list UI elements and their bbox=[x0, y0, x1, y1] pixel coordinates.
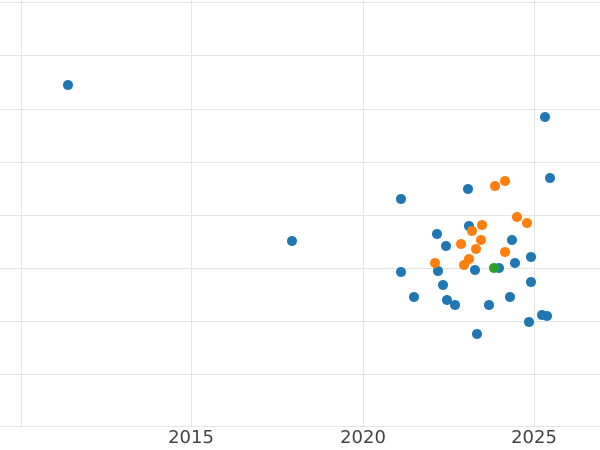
scatter-point-blue-series bbox=[287, 236, 297, 246]
scatter-point-orange-series bbox=[467, 226, 477, 236]
scatter-point-blue-series bbox=[438, 280, 448, 290]
horizontal-gridline bbox=[0, 321, 600, 322]
scatter-point-green-series bbox=[489, 263, 499, 273]
scatter-point-blue-series bbox=[450, 300, 460, 310]
x-tick-label-2020: 2020 bbox=[340, 427, 386, 448]
scatter-point-blue-series bbox=[526, 277, 536, 287]
scatter-point-blue-series bbox=[542, 311, 552, 321]
x-tick-label-2025: 2025 bbox=[511, 427, 557, 448]
scatter-point-orange-series bbox=[490, 181, 500, 191]
scatter-point-blue-series bbox=[537, 310, 547, 320]
scatter-point-orange-series bbox=[522, 218, 532, 228]
scatter-point-orange-series bbox=[456, 239, 466, 249]
scatter-point-blue-series bbox=[432, 229, 442, 239]
scatter-point-orange-series bbox=[464, 254, 474, 264]
scatter-point-blue-series bbox=[540, 112, 550, 122]
x-tick-label-2015: 2015 bbox=[168, 427, 214, 448]
horizontal-gridline bbox=[0, 215, 600, 216]
scatter-point-orange-series bbox=[459, 260, 469, 270]
scatter-point-orange-series bbox=[500, 176, 510, 186]
scatter-point-blue-series bbox=[463, 184, 473, 194]
scatter-point-orange-series bbox=[477, 220, 487, 230]
vertical-gridline bbox=[191, 0, 192, 426]
scatter-point-blue-series bbox=[396, 194, 406, 204]
scatter-point-blue-series bbox=[484, 300, 494, 310]
scatter-point-blue-series bbox=[505, 292, 515, 302]
scatter-point-blue-series bbox=[441, 241, 451, 251]
scatter-point-blue-series bbox=[470, 265, 480, 275]
horizontal-gridline bbox=[0, 2, 600, 3]
scatter-point-blue-series bbox=[442, 295, 452, 305]
scatter-point-blue-series bbox=[409, 292, 419, 302]
scatter-point-blue-series bbox=[464, 221, 474, 231]
scatter-point-orange-series bbox=[471, 244, 481, 254]
scatter-point-orange-series bbox=[500, 247, 510, 257]
scatter-point-blue-series bbox=[472, 329, 482, 339]
horizontal-gridline bbox=[0, 374, 600, 375]
scatter-point-blue-series bbox=[524, 317, 534, 327]
horizontal-gridline bbox=[0, 55, 600, 56]
scatter-point-orange-series bbox=[512, 212, 522, 222]
scatter-point-blue-series bbox=[510, 258, 520, 268]
scatter-point-orange-series bbox=[430, 258, 440, 268]
scatter-point-blue-series bbox=[494, 263, 504, 273]
scatter-point-blue-series bbox=[63, 80, 73, 90]
horizontal-gridline bbox=[0, 268, 600, 269]
scatter-point-blue-series bbox=[433, 266, 443, 276]
vertical-gridline bbox=[21, 0, 22, 426]
scatter-point-blue-series bbox=[526, 252, 536, 262]
horizontal-gridline bbox=[0, 426, 600, 427]
horizontal-gridline bbox=[0, 162, 600, 163]
scatter-point-blue-series bbox=[396, 267, 406, 277]
scatter-point-orange-series bbox=[476, 235, 486, 245]
vertical-gridline bbox=[363, 0, 364, 426]
vertical-gridline bbox=[534, 0, 535, 426]
horizontal-gridline bbox=[0, 109, 600, 110]
scatter-point-blue-series bbox=[507, 235, 517, 245]
scatter-point-blue-series bbox=[545, 173, 555, 183]
